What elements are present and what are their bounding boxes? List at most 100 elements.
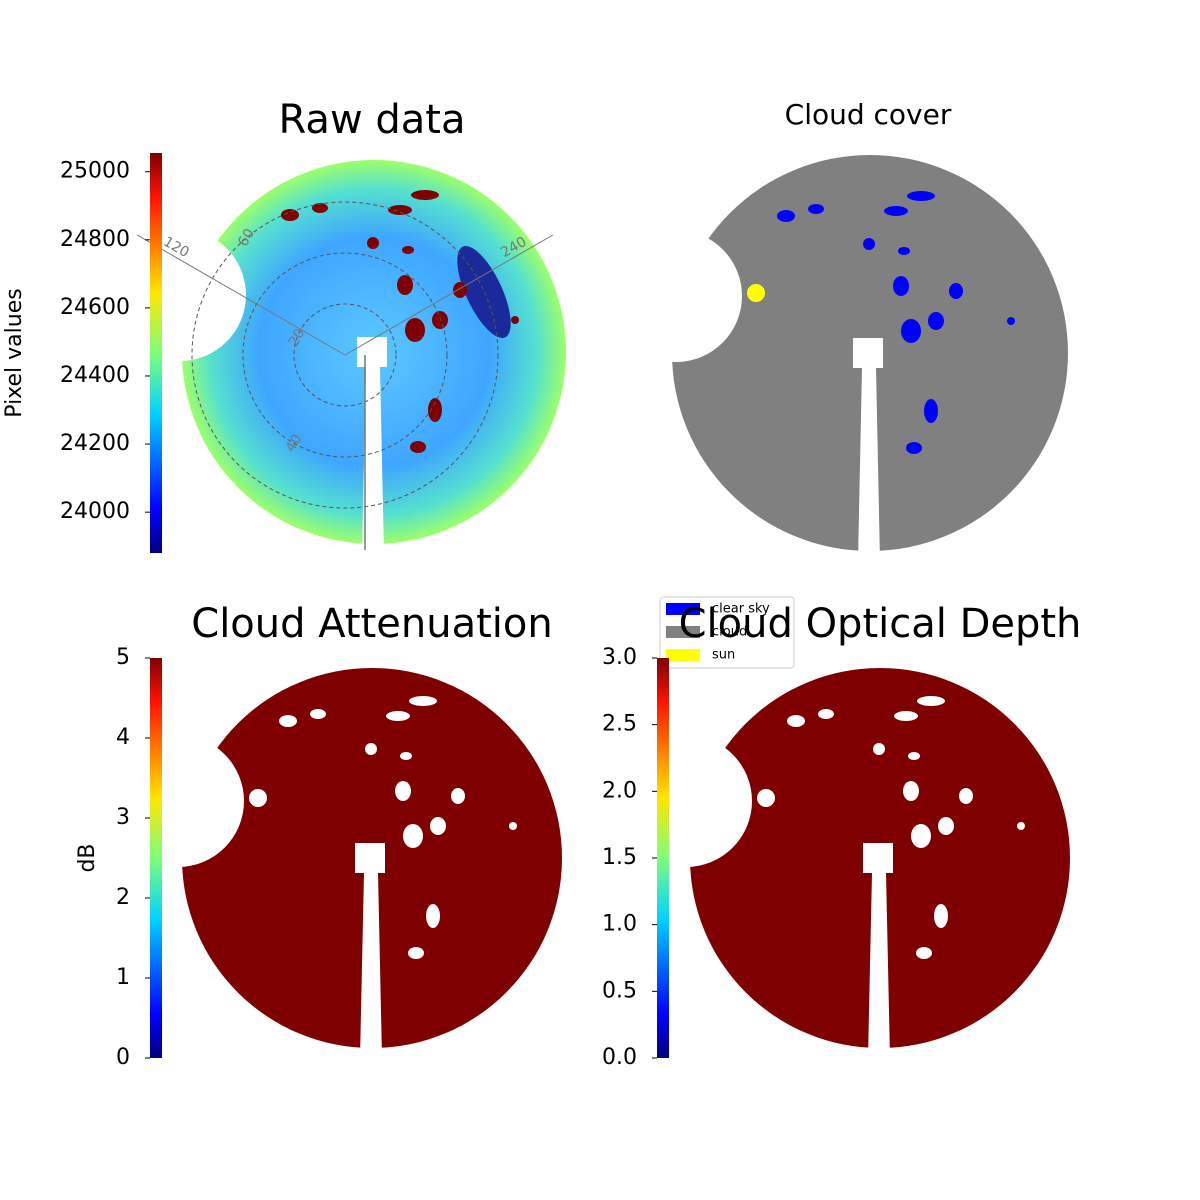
sky-fill bbox=[182, 160, 566, 544]
cloud-blob bbox=[405, 318, 425, 342]
colorbar-tick-label: 24000 bbox=[60, 499, 130, 524]
cloud-blob bbox=[949, 283, 963, 299]
cloud-blob bbox=[928, 312, 944, 330]
cloud-blob bbox=[893, 276, 909, 296]
cloud-blob bbox=[367, 237, 379, 249]
cloud-blob bbox=[908, 752, 920, 760]
sun bbox=[757, 789, 775, 807]
colorbar-tick-label: 1.0 bbox=[602, 912, 637, 937]
azimuth-line bbox=[344, 234, 554, 356]
cloud-blob bbox=[509, 822, 517, 830]
zenith-circle bbox=[293, 303, 397, 407]
cloud-blob bbox=[911, 824, 931, 848]
cloud-blob bbox=[924, 399, 938, 423]
zenith-label: 20 bbox=[286, 326, 309, 349]
colorbar-tick-label: 0.5 bbox=[602, 978, 637, 1003]
sky-fill bbox=[182, 668, 562, 1048]
colorbar-tick-label: 4 bbox=[116, 725, 130, 750]
cloud-blob bbox=[818, 709, 834, 719]
cloud-blob bbox=[395, 781, 411, 801]
zenith-circle bbox=[242, 252, 448, 458]
cloud-blob bbox=[511, 316, 519, 324]
colorbar-tick-label: 1 bbox=[116, 965, 130, 990]
cloud-blob bbox=[901, 319, 921, 343]
cloud-blob bbox=[312, 203, 328, 213]
cloud-blob bbox=[432, 311, 448, 329]
sky-fill bbox=[672, 155, 1068, 551]
panel-title: Cloud Attenuation bbox=[191, 601, 552, 647]
colorbar-tick-label: 24400 bbox=[60, 363, 130, 388]
colorbar-tick-label: 5 bbox=[116, 645, 130, 670]
colorbar bbox=[150, 153, 162, 553]
cloud-blob bbox=[873, 743, 885, 755]
cloud-blob bbox=[884, 206, 908, 216]
colorbar-tick-label: 2.5 bbox=[602, 712, 637, 737]
dark-streak bbox=[457, 246, 511, 338]
cloud-blob bbox=[408, 947, 424, 959]
zenith-label: 60 bbox=[235, 226, 258, 249]
cloud-blob bbox=[400, 752, 412, 760]
colorbar bbox=[150, 658, 162, 1058]
cloud-blob bbox=[959, 788, 973, 804]
legend-swatch bbox=[666, 603, 700, 615]
cloud-blob bbox=[402, 246, 414, 254]
colorbar-tick-label: 25000 bbox=[60, 159, 130, 184]
cloud-blob bbox=[430, 817, 446, 835]
cloud-blob bbox=[410, 441, 426, 453]
colorbar-tick-label: 24600 bbox=[60, 295, 130, 320]
cloud-blob bbox=[1007, 317, 1015, 325]
zenith-label: 40 bbox=[283, 432, 306, 455]
sun bbox=[747, 284, 765, 302]
cloud-blob bbox=[281, 209, 299, 221]
sky-image bbox=[690, 668, 1070, 1048]
cloud-blob bbox=[386, 711, 410, 721]
cloud-blob bbox=[903, 781, 919, 801]
colorbar-tick-label: 24800 bbox=[60, 227, 130, 252]
cloud-blob bbox=[777, 210, 795, 222]
cloud-blob bbox=[426, 904, 440, 928]
sky-image bbox=[182, 160, 566, 544]
sky-image bbox=[672, 155, 1068, 551]
colorbar bbox=[657, 658, 669, 1058]
legend-label: clear sky bbox=[712, 602, 770, 617]
cloud-blob bbox=[916, 947, 932, 959]
sky-image bbox=[182, 668, 562, 1048]
zenith-circle bbox=[191, 201, 499, 509]
cloud-blob bbox=[863, 238, 875, 250]
cloud-blob bbox=[917, 696, 945, 706]
colorbar-label: Pixel values bbox=[2, 288, 27, 417]
legend-label: cloud bbox=[712, 625, 747, 640]
sun bbox=[249, 789, 267, 807]
panel-title: Cloud cover bbox=[785, 98, 952, 131]
colorbar-tick-label: 2.0 bbox=[602, 778, 637, 803]
cloud-blob bbox=[365, 743, 377, 755]
cloud-blob bbox=[409, 696, 437, 706]
colorbar-tick-label: 3.0 bbox=[602, 645, 637, 670]
colorbar-tick-label: 24200 bbox=[60, 431, 130, 456]
cloud-blob bbox=[451, 788, 465, 804]
cloud-blob bbox=[397, 275, 413, 295]
cloud-blob bbox=[907, 191, 935, 201]
cloud-blob bbox=[1017, 822, 1025, 830]
cloud-blob bbox=[894, 711, 918, 721]
cloud-blob bbox=[310, 709, 326, 719]
cloud-blob bbox=[906, 442, 922, 454]
sky-fill bbox=[690, 668, 1070, 1048]
cloud-blob bbox=[938, 817, 954, 835]
cloud-blob bbox=[279, 715, 297, 727]
colorbar-tick-label: 0.0 bbox=[602, 1045, 637, 1070]
cloud-blob bbox=[411, 190, 439, 200]
legend-label: sun bbox=[712, 648, 735, 663]
panel-title: Raw data bbox=[279, 97, 466, 143]
colorbar-tick-label: 1.5 bbox=[602, 845, 637, 870]
cloud-blob bbox=[898, 247, 910, 255]
cloud-blob bbox=[808, 204, 824, 214]
azimuth-line bbox=[136, 234, 346, 356]
colorbar-tick-label: 0 bbox=[116, 1045, 130, 1070]
colorbar-label: dB bbox=[75, 843, 100, 872]
legend-swatch bbox=[666, 626, 700, 638]
panel-title: Cloud Optical Depth bbox=[679, 601, 1082, 647]
cloud-blob bbox=[934, 904, 948, 928]
cloud-blob bbox=[428, 398, 442, 422]
